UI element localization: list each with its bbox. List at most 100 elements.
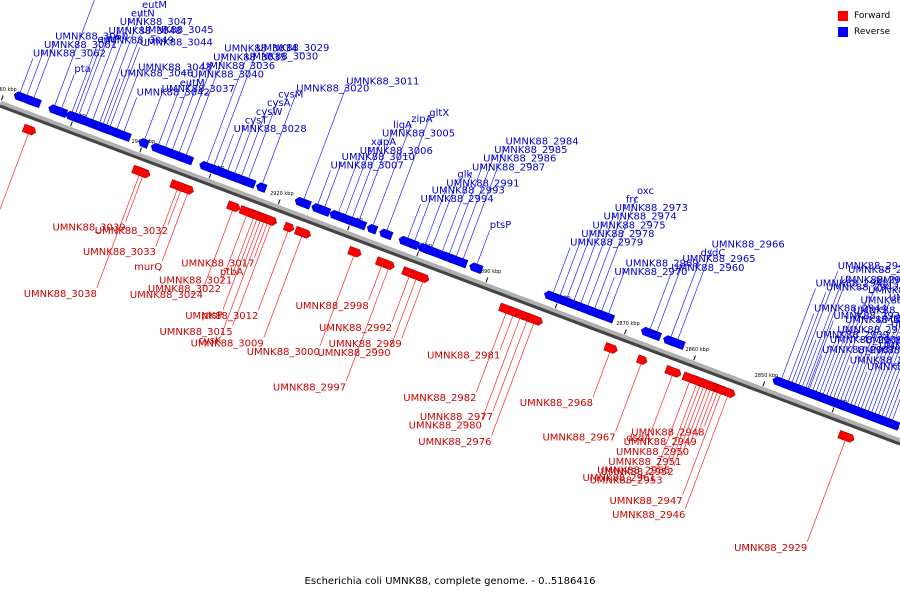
gene-label[interactable]: UMNK88_3044 <box>140 38 213 49</box>
gene-label[interactable]: UMNK88_3047 <box>120 17 193 28</box>
gene-label[interactable]: UMNK88_2992 <box>319 323 392 334</box>
gene-arrow[interactable] <box>689 374 705 387</box>
gene-label[interactable]: UMNK88_2935 <box>837 325 900 336</box>
gene-arrow[interactable] <box>293 225 312 239</box>
gene-label[interactable]: UMNK88_3036 <box>202 61 275 72</box>
gene-label[interactable]: UMNK88_2980 <box>409 421 482 432</box>
gene-arrow[interactable] <box>255 182 268 193</box>
gene-arrow[interactable] <box>468 262 484 275</box>
gene-label[interactable]: dsdA <box>626 433 651 444</box>
gene-arrow[interactable] <box>226 200 241 213</box>
gene-label[interactable]: UMNK88_3000 <box>247 347 320 358</box>
gene-label[interactable]: UMNK88_2922 <box>879 341 900 352</box>
gene-label[interactable]: UMNK88_2953 <box>589 476 662 487</box>
gene-label[interactable]: cysA <box>267 98 291 109</box>
gene-label[interactable]: UMNK88_2979 <box>570 238 643 249</box>
gene-label[interactable]: UMNK88_2921 <box>891 320 900 331</box>
gene-arrow[interactable] <box>67 111 82 124</box>
gene-label[interactable]: UMNK88_3024 <box>130 290 203 301</box>
gene-label[interactable]: UMNK88_2950 <box>616 447 689 458</box>
gene-arrow[interactable] <box>374 256 390 269</box>
gene-label[interactable]: UMNK88_2942 <box>838 261 900 272</box>
gene-label[interactable]: UMNK88_2934 <box>845 315 900 326</box>
gene-label[interactable]: UMNK88_3028 <box>234 124 307 135</box>
gene-label[interactable]: UMNK88_2984 <box>505 136 578 147</box>
gene-arrow[interactable] <box>771 376 790 389</box>
gene-label[interactable]: UMNK88_2923 <box>867 362 900 373</box>
gene-label[interactable]: UMNK88_2924 <box>889 293 900 304</box>
gene-arrow[interactable] <box>53 106 69 119</box>
gene-label[interactable]: eutN <box>131 9 155 20</box>
gene-label[interactable]: cysM <box>278 90 303 101</box>
gene-label[interactable]: UMNK88_3020 <box>296 83 369 94</box>
gene-label[interactable]: UMNK88_2966 <box>712 239 785 250</box>
gene-label[interactable]: UMNK88_3043 <box>138 63 211 74</box>
gene-label[interactable]: UMNK88_2939 <box>816 330 889 341</box>
gene-arrow[interactable] <box>316 204 332 217</box>
gene-arrow[interactable] <box>24 95 42 109</box>
gene-arrow[interactable] <box>409 269 425 282</box>
gene-label[interactable]: xapA <box>371 137 396 148</box>
gene-label[interactable]: UMNK88_3011 <box>346 77 419 88</box>
gene-label[interactable]: UMNK88_2997 <box>273 382 346 393</box>
gene-label[interactable]: UMNK88_3062 <box>33 49 106 60</box>
gene-arrow[interactable] <box>136 166 151 179</box>
gene-label[interactable]: UMNK88_2926 <box>865 336 900 347</box>
gene-label[interactable]: UMNK88_2973 <box>615 203 688 214</box>
gene-label[interactable]: eutM <box>142 0 167 11</box>
gene-label[interactable]: UMNK88_3033 <box>83 247 156 258</box>
gene-label[interactable]: UMNK88_2947 <box>609 496 682 507</box>
gene-label[interactable]: UMNK88_2968 <box>520 398 593 409</box>
gene-arrow[interactable] <box>858 408 877 422</box>
gene-label[interactable]: UMNK88_3010 <box>342 152 415 163</box>
gene-arrow[interactable] <box>182 184 195 195</box>
gene-label[interactable]: UMNK88_2925 <box>877 314 900 325</box>
gene-label[interactable]: eutM <box>180 78 205 89</box>
gene-label[interactable]: UMNK88_2929 <box>734 543 807 554</box>
gene-label[interactable]: UMNK88_2932 <box>860 295 900 306</box>
gene-label[interactable]: dsdC <box>700 248 725 259</box>
gene-label[interactable]: UMNK88_2933 <box>853 305 900 316</box>
gene-label[interactable]: UMNK88_2955 <box>597 466 670 477</box>
gene-arrow[interactable] <box>407 239 420 251</box>
gene-arrow[interactable] <box>366 223 379 235</box>
gene-label[interactable]: UMNK88_3029 <box>256 43 329 54</box>
gene-label[interactable]: UMNK88_3006 <box>360 146 433 157</box>
gene-arrow[interactable] <box>603 342 619 354</box>
gene-label[interactable]: UMNK88_2986 <box>483 154 556 165</box>
gene-label[interactable]: UMNK88_2982 <box>403 393 476 404</box>
gene-label[interactable]: frc <box>626 194 639 205</box>
gene-arrow[interactable] <box>801 386 814 398</box>
gene-label[interactable]: UMNK88_2976 <box>418 437 491 448</box>
gene-label[interactable]: UMNK88_2970 <box>614 267 687 278</box>
gene-arrow[interactable] <box>664 365 683 378</box>
gene-label[interactable]: UMNK88_2952 <box>601 467 674 478</box>
gene-label[interactable]: UMNK88_2945 <box>815 278 888 289</box>
gene-label[interactable]: UMNK88_2948 <box>631 427 704 438</box>
gene-label[interactable]: ptsP <box>201 311 223 322</box>
gene-label[interactable]: UMNK88_3037 <box>162 84 235 95</box>
gene-arrow[interactable] <box>837 430 856 443</box>
gene-label[interactable]: UMNK88_2943 <box>826 282 899 293</box>
gene-label[interactable]: UMNK88_2991 <box>446 178 519 189</box>
gene-label[interactable]: UMNK88_3032 <box>95 226 168 237</box>
gene-label[interactable]: UMNK88_2937 <box>822 345 895 356</box>
gene-arrow[interactable] <box>238 205 257 218</box>
gene-label[interactable]: UMNK88_3046 <box>120 69 193 80</box>
gene-label[interactable]: eutP <box>97 34 119 45</box>
gene-label[interactable]: UMNK88_2974 <box>604 212 677 223</box>
gene-arrow[interactable] <box>198 160 214 173</box>
gene-label[interactable]: UMNK88_3039 <box>52 223 125 234</box>
gene-arrow[interactable] <box>456 257 469 269</box>
gene-label[interactable]: zipA <box>411 114 432 125</box>
gene-label[interactable]: cysT <box>245 115 269 126</box>
gene-label[interactable]: UMNK88_2960 <box>671 263 744 274</box>
gene-label[interactable]: cysW <box>256 107 283 118</box>
gene-arrow[interactable] <box>668 337 686 350</box>
gene-label[interactable]: UMNK88_2941 <box>840 275 900 286</box>
gene-arrow[interactable] <box>294 196 312 210</box>
gene-label[interactable]: UMNK88_2989 <box>329 339 402 350</box>
gene-label[interactable]: murQ <box>134 262 162 273</box>
gene-label[interactable]: UMNK88_2931 <box>868 285 900 296</box>
gene-label[interactable]: UMNK88_3007 <box>331 160 404 171</box>
